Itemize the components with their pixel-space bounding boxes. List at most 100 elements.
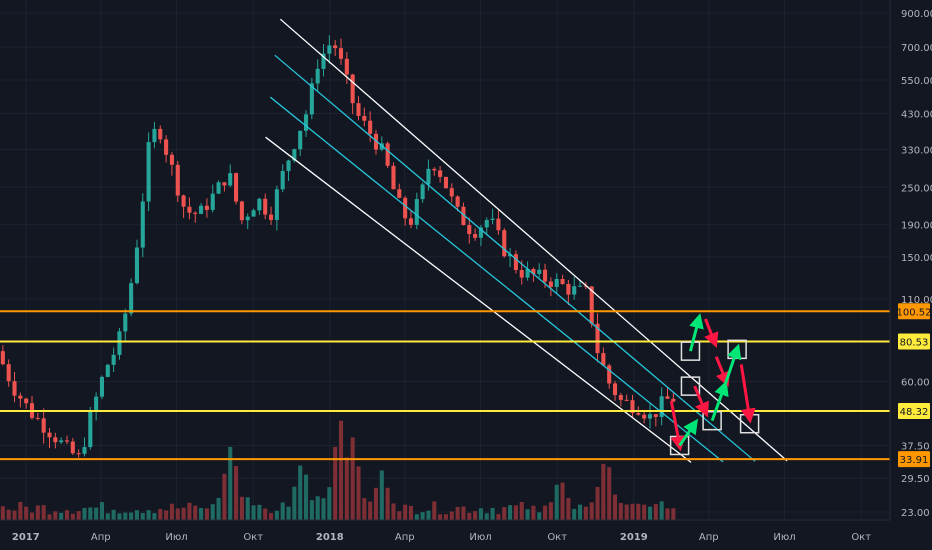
volume-bar (111, 509, 116, 520)
candle-down (76, 453, 81, 455)
volume-bar (251, 505, 256, 520)
candle-down (612, 383, 618, 396)
volume-bar (671, 508, 676, 520)
volume-bar (653, 504, 658, 520)
volume-bar (117, 513, 122, 520)
forecast-box (680, 341, 701, 361)
volume-bar (455, 507, 460, 520)
candle-down (158, 128, 163, 140)
volume-bar (24, 506, 29, 520)
candle-down (333, 45, 338, 49)
candle-up (478, 227, 483, 238)
volume-bar (82, 507, 87, 520)
volume-bar (490, 507, 495, 520)
volume-bar (280, 502, 285, 520)
level-badge (898, 333, 930, 350)
candle-down (391, 165, 396, 190)
volume-bar (356, 466, 361, 520)
volume-bar (473, 511, 478, 520)
volume-bar (513, 505, 518, 520)
volume-bar (41, 505, 46, 520)
volume-bar (379, 470, 384, 520)
candle-up (280, 171, 285, 190)
volume-bar (257, 504, 262, 520)
volume-bar (373, 487, 379, 520)
x-tick-label: 2018 (316, 532, 344, 543)
candle-down (403, 197, 408, 219)
x-tick-label: Июл (773, 532, 795, 543)
volume-bar (612, 494, 618, 520)
candle-up (94, 396, 99, 413)
candle-down (64, 440, 70, 442)
forecast-box (702, 410, 722, 431)
volume-bar (187, 502, 192, 520)
volume-bar (303, 474, 309, 520)
volume-bar (438, 514, 443, 520)
candle-up (537, 269, 542, 274)
x-tick-label: Окт (547, 532, 567, 543)
volume-bar (508, 505, 513, 520)
candle-down (0, 351, 5, 365)
volume-bar (298, 465, 303, 520)
volume-bar (234, 466, 239, 520)
x-tick-label: Апр (699, 532, 719, 543)
candle-up (99, 376, 105, 397)
candle-up (228, 173, 233, 186)
candle-down (53, 437, 58, 443)
volume-bar (560, 482, 565, 520)
x-tick-label: Окт (851, 532, 871, 543)
down-arrow (693, 385, 709, 418)
volume-bar (35, 505, 40, 520)
volume-bar (525, 509, 530, 520)
volume-bar (426, 510, 431, 520)
volume-bar (548, 502, 553, 520)
candle-up (286, 160, 291, 172)
candle-up (327, 45, 332, 54)
volume-bar (6, 509, 11, 520)
volume-bar (18, 501, 23, 520)
level-badge (898, 451, 930, 468)
candle-up (426, 168, 431, 185)
candle-down (18, 395, 23, 399)
candle-up (105, 364, 110, 377)
level-badge-label: 48.32 (900, 407, 929, 418)
level-badge-label: 100.52 (897, 307, 932, 318)
candle-down (496, 218, 501, 231)
candle-up (303, 114, 309, 131)
y-tick-label: 60.00 (901, 378, 930, 389)
volume-bar (589, 502, 594, 520)
candle-up (216, 182, 221, 194)
down-arrow (714, 356, 730, 388)
candle-down (432, 168, 437, 171)
candle-down (187, 206, 192, 213)
volume-bar (134, 510, 139, 520)
candle-up (572, 286, 577, 295)
candle-down (263, 198, 268, 215)
candle-down (356, 103, 361, 116)
candle-up (309, 83, 314, 115)
candle-up (129, 283, 134, 314)
candle-down (624, 399, 629, 401)
candle-down (6, 364, 11, 382)
volume-bar (583, 506, 588, 520)
x-tick-label: Июл (165, 532, 187, 543)
candle-down (362, 115, 367, 121)
x-tick-label: Апр (91, 532, 111, 543)
volume-bar (199, 508, 204, 520)
candle-up (647, 414, 653, 419)
volume-bar (164, 510, 169, 520)
volume-bar (397, 511, 402, 520)
candle-down (589, 286, 594, 324)
volume-bar (216, 497, 221, 520)
candle-down (385, 143, 390, 166)
y-tick-label: 700.00 (901, 43, 932, 54)
volume-bar (624, 504, 629, 520)
channel-upper-line (279, 18, 788, 462)
volume-bar (642, 504, 647, 520)
candle-down (642, 414, 647, 419)
volume-bar (64, 510, 70, 520)
x-tick-label: 2017 (12, 532, 40, 543)
volume-bar (315, 496, 320, 520)
volume-bar (461, 506, 466, 520)
